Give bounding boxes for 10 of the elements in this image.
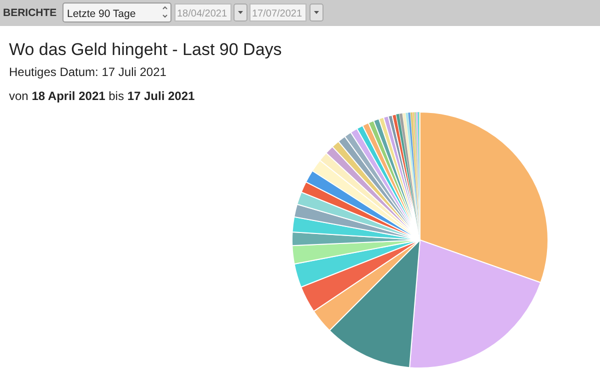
text: bis <box>105 89 128 103</box>
text: Letzte 90 Tage <box>67 8 136 20</box>
text: 18 April 2021 <box>32 89 106 103</box>
text: BERICHTE <box>3 7 57 19</box>
text: Heutiges Datum: 17 Juli 2021 <box>9 65 167 79</box>
text: 17 Juli 2021 <box>127 89 196 103</box>
text: 18/04/2021 <box>177 8 228 20</box>
text: von <box>9 89 32 103</box>
text: Wo das Geld hingeht - Last 90 Days <box>9 40 282 59</box>
text: 17/07/2021 <box>252 8 302 20</box>
